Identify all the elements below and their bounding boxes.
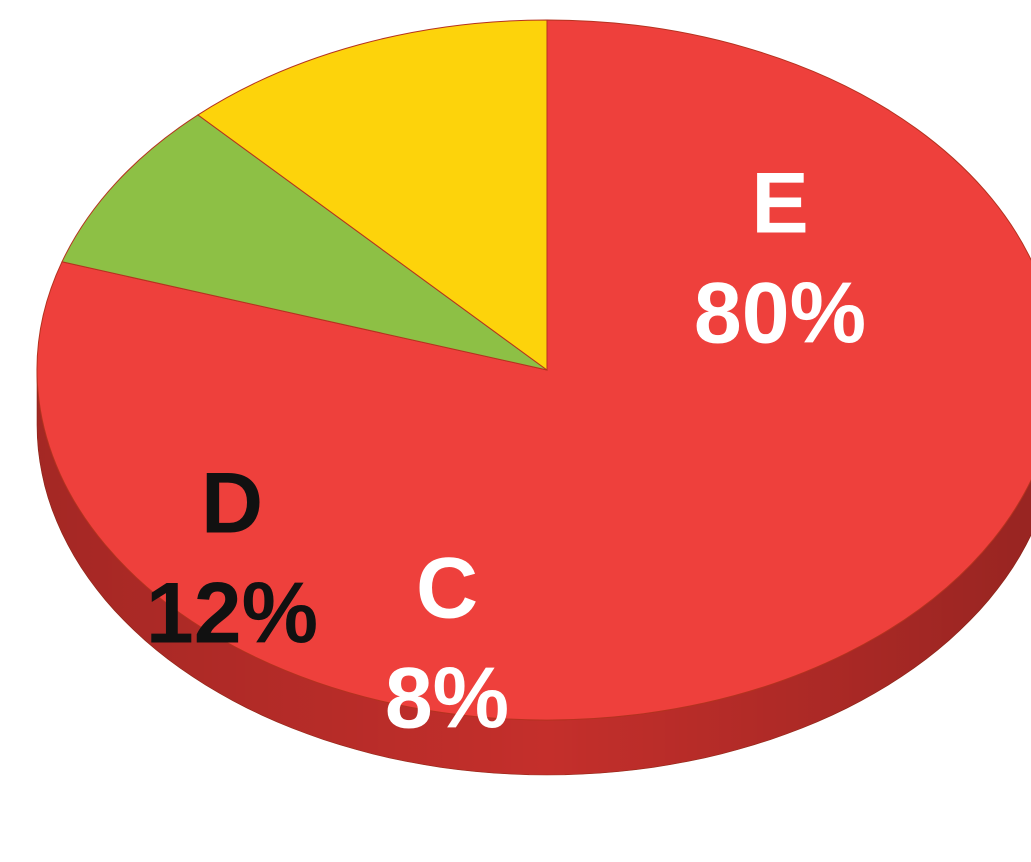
pie-tops xyxy=(36,19,1031,721)
slice-value-c: 8% xyxy=(385,651,509,747)
slice-value-d: 12% xyxy=(146,566,318,662)
slice-value-e: 80% xyxy=(694,266,866,362)
pie-slice-c xyxy=(61,114,548,371)
pie-side-shade-e xyxy=(37,370,1031,775)
slice-label-d: D xyxy=(201,456,263,552)
pie-slice-e xyxy=(36,19,1031,721)
slice-label-e: E xyxy=(751,156,808,252)
pie-labels: E 80% C 8% D 12% xyxy=(146,156,866,747)
slice-label-c: C xyxy=(416,541,478,637)
pie-slice-d xyxy=(197,19,548,371)
